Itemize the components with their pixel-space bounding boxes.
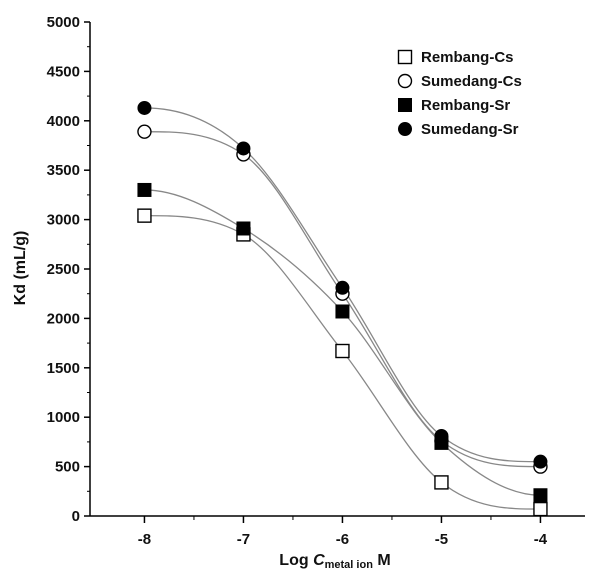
y-tick-label: 2000 bbox=[47, 310, 80, 327]
fit-curve-rembang-sr bbox=[144, 189, 541, 496]
legend-marker-rembang-sr bbox=[398, 98, 412, 112]
x-tick-label: -7 bbox=[237, 531, 250, 548]
y-tick-label: 0 bbox=[72, 508, 80, 525]
data-point-rembang-sr bbox=[236, 221, 251, 236]
data-point-sumedang-sr bbox=[137, 100, 152, 115]
data-point-sumedang-sr bbox=[335, 280, 350, 295]
legend-label-rembang-cs: Rembang-Cs bbox=[421, 49, 514, 66]
y-axis-ticks: 0 500 1000 1500 2000 2500 3000 3500 4000 4500 5000 bbox=[47, 14, 90, 525]
data-point-rembang-cs bbox=[137, 208, 152, 223]
legend-marker-rembang-cs bbox=[397, 49, 413, 65]
data-point-rembang-sr bbox=[335, 304, 350, 319]
x-axis-ticks: -8 -7 -6 -5 -4 bbox=[138, 516, 548, 548]
y-tick-label: 3000 bbox=[47, 212, 80, 229]
legend: Rembang-Cs Sumedang-Cs Rembang-Sr Sumedang-… bbox=[397, 49, 522, 138]
data-markers bbox=[137, 100, 548, 517]
x-axis-label-suffix: M bbox=[373, 552, 391, 569]
data-point-rembang-cs bbox=[533, 501, 548, 517]
fit-curve-rembang-cs bbox=[144, 215, 541, 510]
x-tick-label: -6 bbox=[336, 531, 349, 548]
data-point-sumedang-sr bbox=[236, 141, 251, 156]
legend-label-rembang-sr: Rembang-Sr bbox=[421, 97, 510, 114]
legend-marker-sumedang-cs bbox=[397, 73, 413, 89]
data-point-rembang-cs bbox=[434, 475, 449, 490]
y-tick-label: 5000 bbox=[47, 14, 80, 31]
x-tick-label: -4 bbox=[534, 531, 548, 548]
legend-label-sumedang-sr: Sumedang-Sr bbox=[421, 121, 519, 138]
legend-marker-sumedang-sr bbox=[398, 122, 412, 136]
data-point-sumedang-cs bbox=[137, 124, 152, 139]
y-tick-label: 4000 bbox=[47, 113, 80, 130]
y-tick-label: 1000 bbox=[47, 409, 80, 426]
data-point-rembang-sr bbox=[533, 488, 548, 503]
x-axis-label-prefix: Log bbox=[279, 552, 313, 569]
legend-label-sumedang-cs: Sumedang-Cs bbox=[421, 73, 522, 90]
y-axis-label: Kd (mL/g) bbox=[12, 231, 29, 306]
y-tick-label: 3500 bbox=[47, 162, 80, 179]
x-tick-label: -8 bbox=[138, 531, 151, 548]
y-tick-label: 4500 bbox=[47, 63, 80, 80]
x-tick-label: -5 bbox=[435, 531, 448, 548]
x-axis-label: Log Cmetal ion M bbox=[279, 552, 390, 571]
y-tick-label: 500 bbox=[55, 459, 80, 476]
data-point-rembang-sr bbox=[137, 182, 152, 197]
x-axis-label-subscript: metal ion bbox=[325, 559, 374, 571]
data-point-sumedang-sr bbox=[434, 428, 449, 443]
axes bbox=[89, 22, 585, 517]
data-point-rembang-cs bbox=[335, 343, 350, 359]
data-point-sumedang-sr bbox=[533, 454, 548, 469]
y-tick-label: 1500 bbox=[47, 360, 80, 377]
x-axis-label-variable: C bbox=[313, 552, 325, 569]
y-tick-label: 2500 bbox=[47, 261, 80, 278]
